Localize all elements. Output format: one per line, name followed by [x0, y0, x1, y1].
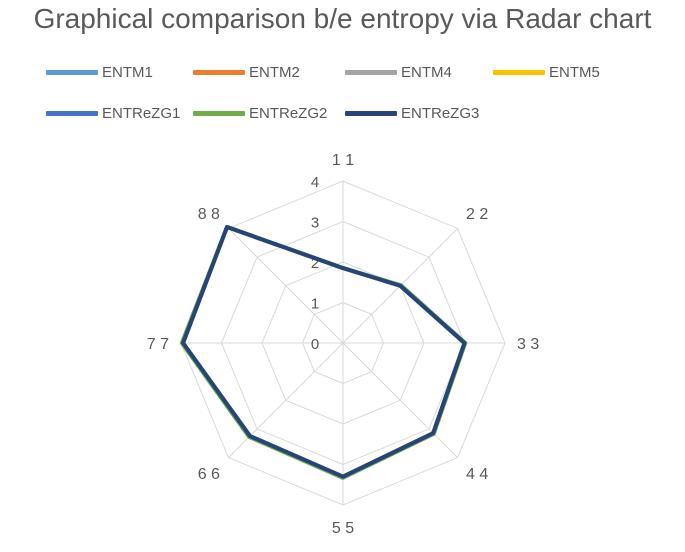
legend-item-entm4: ENTM4: [345, 64, 452, 81]
category-label: 6 6: [198, 466, 220, 483]
category-label: 8 8: [198, 206, 220, 223]
legend-swatch-entrezg3: [345, 111, 397, 116]
legend-label-entrezg1: ENTReZG1: [102, 105, 181, 122]
category-label: 1 1: [332, 152, 354, 169]
legend-swatch-entm2: [193, 70, 245, 75]
legend-swatch-entm1: [46, 70, 98, 75]
legend-label-entm1: ENTM1: [102, 64, 153, 81]
grid-spoke: [228, 342, 344, 458]
legend-swatch-entm4: [345, 70, 397, 75]
grid-spoke: [342, 342, 458, 458]
legend-item-entm5: ENTM5: [493, 64, 600, 81]
radial-tick-label: 2: [311, 255, 319, 272]
category-label: 7 7: [147, 336, 169, 353]
radial-tick-labels: 0 1 2 3 4: [311, 174, 319, 353]
legend-label-entm4: ENTM4: [401, 64, 452, 81]
radial-tick-label: 4: [311, 174, 319, 191]
radar-grid: [180, 180, 506, 506]
legend-swatch-entrezg1: [46, 111, 98, 116]
radar-series: [179, 225, 468, 480]
legend-item-entrezg3: ENTReZG3: [345, 105, 479, 122]
legend-label-entrezg3: ENTReZG3: [401, 105, 480, 122]
category-label: 4 4: [466, 466, 488, 483]
legend-item-entm1: ENTM1: [46, 64, 153, 81]
category-label: 3 3: [517, 336, 539, 353]
category-label: 5 5: [332, 520, 354, 537]
legend-swatch-entm5: [493, 70, 545, 75]
legend-item-entm2: ENTM2: [193, 64, 300, 81]
radial-tick-label: 0: [311, 336, 319, 353]
legend-item-entrezg2: ENTReZG2: [193, 105, 327, 122]
category-labels: 1 1 2 2 3 3 4 4 5 5 6 6 7 7 8 8: [147, 152, 540, 537]
radial-tick-label: 1: [311, 296, 319, 313]
category-label: 2 2: [466, 206, 488, 223]
legend-swatch-entrezg2: [193, 111, 245, 116]
legend-label-entm5: ENTM5: [549, 64, 600, 81]
chart-legend: ENTM1 ENTM2 ENTM4 ENTM5 ENTReZG1 ENTReZG…: [0, 60, 685, 130]
grid-spoke: [228, 228, 344, 344]
series-line-entrezg3: [181, 225, 467, 479]
legend-item-entrezg1: ENTReZG1: [46, 105, 180, 122]
chart-title: Graphical comparison b/e entropy via Rad…: [33, 3, 652, 34]
legend-label-entm2: ENTM2: [249, 64, 300, 81]
legend-label-entrezg2: ENTReZG2: [249, 105, 328, 122]
radial-tick-label: 3: [311, 215, 319, 232]
